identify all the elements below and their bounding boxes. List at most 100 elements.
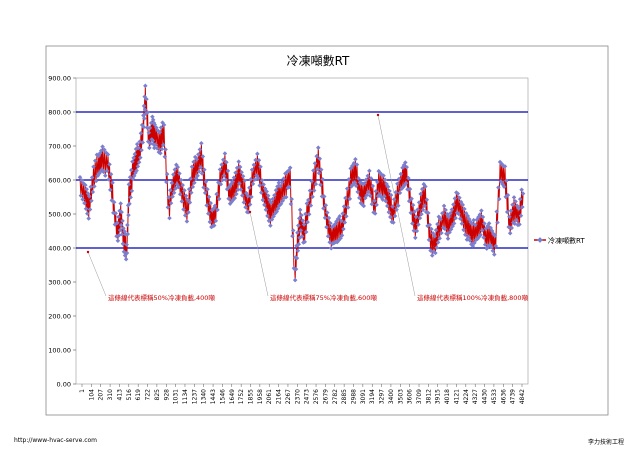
data-point xyxy=(86,216,91,221)
data-point xyxy=(412,209,417,214)
data-point xyxy=(89,175,95,180)
data-point xyxy=(90,189,96,195)
data-point xyxy=(458,216,463,222)
data-point xyxy=(429,226,434,232)
x-tick-label: 3400 xyxy=(388,389,395,404)
x-tick-label: 2370 xyxy=(294,389,301,404)
data-point xyxy=(124,242,129,247)
y-tick-label: 500.00 xyxy=(48,211,71,219)
data-point xyxy=(147,125,153,131)
data-point xyxy=(255,151,260,157)
data-point xyxy=(355,189,361,195)
data-point xyxy=(365,173,371,179)
data-point xyxy=(323,203,329,208)
data-point xyxy=(296,216,302,221)
annotation-leader xyxy=(87,251,107,297)
data-point xyxy=(426,237,432,243)
data-point xyxy=(309,178,314,184)
data-point xyxy=(451,221,457,226)
data-point xyxy=(93,178,99,184)
x-tick-label: 2267 xyxy=(285,389,292,404)
data-point xyxy=(143,83,148,89)
data-point xyxy=(161,122,167,128)
data-point xyxy=(296,223,301,228)
data-point xyxy=(353,183,359,189)
data-point xyxy=(105,152,111,157)
data-point xyxy=(459,221,465,226)
data-point xyxy=(391,220,396,225)
data-point xyxy=(296,241,302,247)
x-tick-label: 1546 xyxy=(219,389,226,404)
data-point xyxy=(427,222,433,228)
data-point xyxy=(144,125,150,130)
data-point xyxy=(426,210,431,216)
data-point xyxy=(292,277,298,283)
data-point xyxy=(317,156,323,161)
x-tick-label: 619 xyxy=(135,389,142,401)
y-tick-label: 800.00 xyxy=(48,109,71,117)
data-point xyxy=(104,168,110,174)
x-tick-label: 1340 xyxy=(201,389,208,404)
x-tick-label: 207 xyxy=(98,389,105,401)
x-tick-label: 3812 xyxy=(425,389,432,404)
x-tick-label: 4842 xyxy=(519,389,526,404)
data-point xyxy=(492,252,497,257)
data-point xyxy=(87,194,92,199)
x-tick-label: 3297 xyxy=(379,389,386,404)
x-tick-label: 2885 xyxy=(341,389,348,404)
x-tick-label: 516 xyxy=(126,389,133,401)
data-point xyxy=(373,189,379,194)
data-point xyxy=(446,214,452,220)
data-point xyxy=(471,217,476,223)
data-point xyxy=(87,207,93,212)
data-point xyxy=(507,231,513,236)
data-point xyxy=(501,184,507,189)
data-point xyxy=(417,215,423,221)
data-point xyxy=(472,240,477,246)
data-point xyxy=(264,189,269,194)
x-tick-label: 2679 xyxy=(322,389,329,404)
data-point xyxy=(77,175,83,180)
data-point xyxy=(92,158,98,163)
x-tick-label: 3709 xyxy=(416,389,423,404)
data-point xyxy=(353,156,358,162)
x-tick-label: 3503 xyxy=(397,389,404,404)
data-point xyxy=(150,114,155,120)
footer-credit: 李力技術工程 xyxy=(587,439,624,446)
annotation-anchor xyxy=(248,210,252,214)
data-point xyxy=(310,194,315,200)
data-point xyxy=(451,202,456,207)
data-point xyxy=(117,227,123,233)
x-tick-label: 928 xyxy=(163,389,170,401)
data-point xyxy=(422,203,427,208)
x-tick-label: 722 xyxy=(145,389,152,401)
y-tick-label: 0.00 xyxy=(57,381,71,389)
data-point xyxy=(108,187,113,193)
data-point xyxy=(154,125,159,130)
data-point xyxy=(321,194,327,199)
x-tick-label: 1134 xyxy=(182,389,189,404)
x-tick-label: 4018 xyxy=(444,389,451,404)
x-tick-label: 4739 xyxy=(510,389,517,404)
data-point xyxy=(306,197,311,203)
data-point xyxy=(428,248,433,253)
data-point xyxy=(116,214,121,220)
data-point xyxy=(299,212,304,218)
data-point xyxy=(283,194,289,200)
data-point xyxy=(409,196,414,201)
data-point xyxy=(496,185,501,190)
data-point xyxy=(489,244,494,250)
data-point xyxy=(496,196,502,202)
x-tick-label: 1 xyxy=(79,389,86,393)
data-point xyxy=(381,173,386,178)
annotation-anchor xyxy=(86,250,90,254)
data-point xyxy=(478,232,483,238)
data-point xyxy=(118,201,123,206)
data-point xyxy=(110,180,115,185)
data-point xyxy=(124,250,130,256)
y-tick-label: 900.00 xyxy=(48,75,71,83)
data-point xyxy=(290,228,296,233)
data-point xyxy=(106,177,112,182)
data-point xyxy=(263,207,269,212)
data-point xyxy=(253,157,258,163)
